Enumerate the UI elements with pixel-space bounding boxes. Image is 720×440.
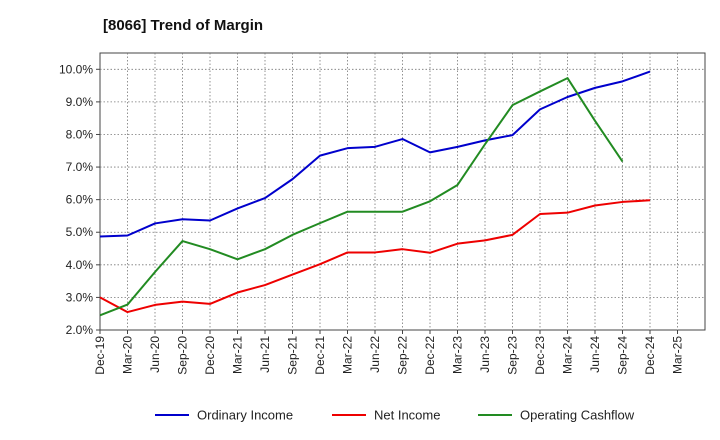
x-tick-label: Mar-21	[231, 336, 245, 374]
x-tick-label: Sep-21	[286, 336, 300, 375]
x-tick-label: Jun-20	[148, 336, 162, 373]
x-tick-label: Mar-23	[451, 336, 465, 374]
legend: Ordinary Income Net Income Operating Cashf…	[155, 408, 635, 423]
y-tick-label: 6.0%	[66, 193, 94, 207]
x-tick-label: Jun-22	[368, 336, 382, 373]
x-tick-label: Mar-25	[671, 336, 685, 374]
x-tick-label: Dec-23	[533, 336, 547, 375]
x-tick-label: Sep-24	[616, 336, 630, 375]
y-axis-ticks: 2.0% 3.0% 4.0% 5.0% 6.0% 7.0% 8.0% 9.0% 10.0%	[59, 62, 100, 337]
x-tick-label: Sep-20	[176, 336, 190, 375]
x-tick-label: Jun-24	[588, 336, 602, 373]
x-tick-label: Dec-20	[203, 336, 217, 375]
chart-title: [8066] Trend of Margin	[103, 17, 263, 34]
y-tick-label: 8.0%	[66, 127, 94, 141]
series-line-0	[99, 70, 651, 238]
series-line-2	[99, 77, 624, 317]
x-axis-ticks: Dec-19 Mar-20 Jun-20 Sep-20 Dec-20 Mar-21 Jun-…	[93, 330, 685, 375]
legend-label-1: Net Income	[374, 408, 440, 423]
y-tick-label: 2.0%	[66, 323, 94, 337]
grid-lines	[100, 53, 705, 330]
legend-label-2: Operating Cashflow	[520, 408, 635, 423]
x-tick-label: Jun-21	[258, 336, 272, 373]
y-tick-label: 7.0%	[66, 160, 94, 174]
x-tick-label: Dec-19	[93, 336, 107, 375]
y-tick-label: 4.0%	[66, 258, 94, 272]
y-tick-label: 3.0%	[66, 290, 94, 304]
x-tick-label: Dec-22	[423, 336, 437, 375]
y-tick-label: 5.0%	[66, 225, 94, 239]
x-tick-label: Mar-24	[561, 336, 575, 374]
x-tick-label: Mar-22	[341, 336, 355, 374]
x-tick-label: Dec-21	[313, 336, 327, 375]
x-tick-label: Sep-23	[506, 336, 520, 375]
x-tick-label: Dec-24	[643, 336, 657, 375]
x-tick-label: Jun-23	[478, 336, 492, 373]
series-line-1	[99, 199, 651, 314]
legend-label-0: Ordinary Income	[197, 408, 293, 423]
y-tick-label: 10.0%	[59, 62, 93, 76]
x-tick-label: Mar-20	[121, 336, 135, 374]
series-lines	[99, 70, 651, 317]
y-tick-label: 9.0%	[66, 95, 94, 109]
x-tick-label: Sep-22	[396, 336, 410, 375]
